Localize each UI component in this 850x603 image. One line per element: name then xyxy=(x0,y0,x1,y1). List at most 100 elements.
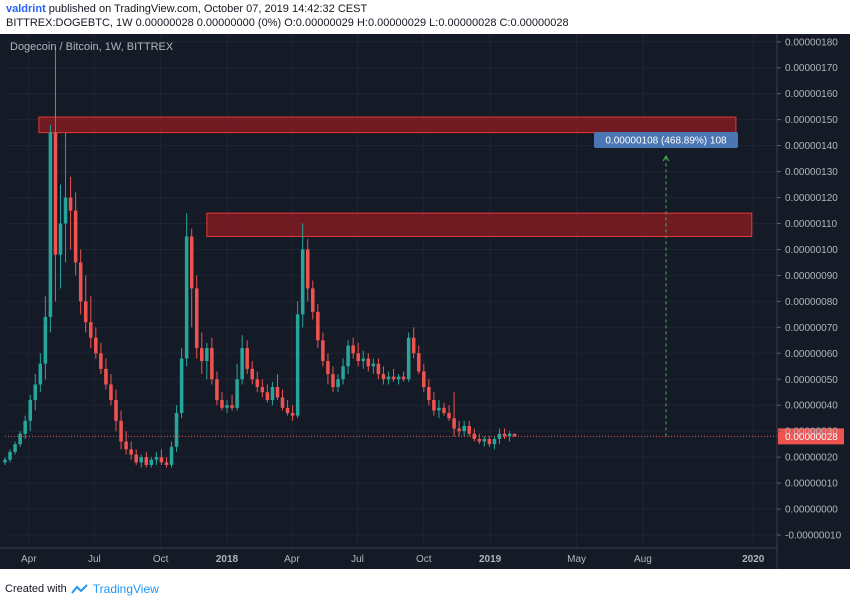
candle-body xyxy=(401,376,406,380)
time-tick-label: Oct xyxy=(416,554,432,565)
price-tick-label: 0.00000120 xyxy=(785,193,838,204)
candle-body xyxy=(104,368,108,385)
measure-arrow-icon xyxy=(662,155,670,162)
price-tick-label: 0.00000100 xyxy=(785,245,838,256)
candle-body xyxy=(58,223,63,255)
candle-body xyxy=(83,301,88,323)
chart-title: Dogecoin / Bitcoin, 1W, BITTREX xyxy=(10,41,174,53)
last-price-label: 0.00000028 xyxy=(785,432,838,443)
candle-body xyxy=(452,418,456,429)
candle-body xyxy=(477,438,482,442)
candlesticks xyxy=(3,46,517,468)
candle-body xyxy=(220,400,224,408)
time-tick-label: Oct xyxy=(153,554,169,565)
candle-body xyxy=(94,337,98,354)
tradingview-brand[interactable]: TradingView xyxy=(92,582,159,596)
time-tick-label: Apr xyxy=(284,554,300,565)
candle-body xyxy=(381,374,386,380)
price-tick-label: 0.00000000 xyxy=(785,505,838,516)
candle-body xyxy=(472,433,477,439)
price-tick-label: 0.00000030 xyxy=(785,427,838,438)
candle-body xyxy=(411,337,416,354)
candle-body xyxy=(512,433,517,437)
price-tick-label: 0.00000130 xyxy=(785,167,838,178)
publish-info: valdrint published on TradingView.com, O… xyxy=(6,3,367,15)
footer: Created with TradingView xyxy=(5,582,159,596)
candle-body xyxy=(396,376,401,380)
price-tick-label: 0.00000140 xyxy=(785,141,838,152)
candle-body xyxy=(73,210,78,263)
candle-body xyxy=(366,358,371,367)
candle-body xyxy=(316,311,320,341)
candle-body xyxy=(89,322,93,338)
price-tick-label: 0.00000040 xyxy=(785,401,838,412)
candle-body xyxy=(225,405,229,408)
time-tick-label: 2019 xyxy=(479,554,502,565)
candle-body xyxy=(497,433,502,439)
candle-body xyxy=(336,379,340,388)
candle-body xyxy=(447,413,451,419)
candle-body xyxy=(210,348,214,380)
candle-body xyxy=(8,451,12,460)
candle-body xyxy=(280,397,285,408)
candle-body xyxy=(189,236,194,289)
measure-label-box[interactable] xyxy=(593,132,738,149)
candle-body xyxy=(184,236,189,359)
candle-body xyxy=(144,457,149,465)
candle-body xyxy=(33,384,38,401)
price-tick-label: 0.00000080 xyxy=(785,297,838,308)
price-chart[interactable]: 0.00000108 (468.89%) 108 0.00000028 0.00… xyxy=(0,34,850,577)
candle-body xyxy=(285,407,290,414)
candle-body xyxy=(3,459,7,463)
candle-body xyxy=(300,249,305,315)
candle-body xyxy=(154,457,159,460)
candle-body xyxy=(159,457,164,463)
candle-body xyxy=(43,316,48,364)
measure-label[interactable]: 0.00000108 (468.89%) 108 xyxy=(605,136,727,147)
candle-body xyxy=(240,348,244,380)
candle-body xyxy=(467,425,471,434)
candle-body xyxy=(215,379,219,401)
candle-body xyxy=(326,361,330,375)
candle-body xyxy=(179,358,184,414)
resistance-zone xyxy=(38,116,737,134)
price-tick-label: 0.00000060 xyxy=(785,349,838,360)
candle-body xyxy=(28,400,32,421)
candle-body xyxy=(346,345,350,367)
price-tick-label: 0.00000020 xyxy=(785,453,838,464)
candle-body xyxy=(119,420,123,442)
time-tick-label: 2020 xyxy=(742,554,765,565)
candle-body xyxy=(275,387,280,398)
candle-body xyxy=(99,353,103,369)
candle-body xyxy=(205,348,209,362)
price-tick-label: 0.00000010 xyxy=(785,479,838,490)
price-tick-label: 0.00000180 xyxy=(785,37,838,48)
time-tick-label: May xyxy=(567,554,586,565)
candle-body xyxy=(109,384,113,401)
candle-body xyxy=(442,407,446,414)
published-text: published on TradingView.com, October 07… xyxy=(48,3,368,15)
candle-body xyxy=(356,353,360,362)
candle-body xyxy=(341,366,345,380)
candle-body xyxy=(305,249,310,289)
candle-body xyxy=(437,407,441,411)
last-price-line: 0.00000028 xyxy=(5,428,844,445)
tradingview-logo-icon xyxy=(70,584,88,594)
candle-body xyxy=(194,288,199,349)
candle-body xyxy=(18,433,22,445)
candle-body xyxy=(487,438,492,445)
candle-body xyxy=(149,459,154,465)
last-price-badge xyxy=(778,428,844,445)
candle-body xyxy=(321,340,325,362)
candle-body xyxy=(427,387,431,401)
candle-body xyxy=(23,420,27,434)
candle-body xyxy=(78,262,83,302)
price-tick-label: 0.00000090 xyxy=(785,271,838,282)
candle-body xyxy=(245,348,249,369)
measure-tool: 0.00000108 (468.89%) 108 xyxy=(593,132,738,437)
author-name[interactable]: valdrint xyxy=(6,3,46,15)
candle-body xyxy=(13,444,17,452)
candle-body xyxy=(63,197,68,224)
candle-body xyxy=(129,449,133,455)
candle-body xyxy=(406,337,411,380)
